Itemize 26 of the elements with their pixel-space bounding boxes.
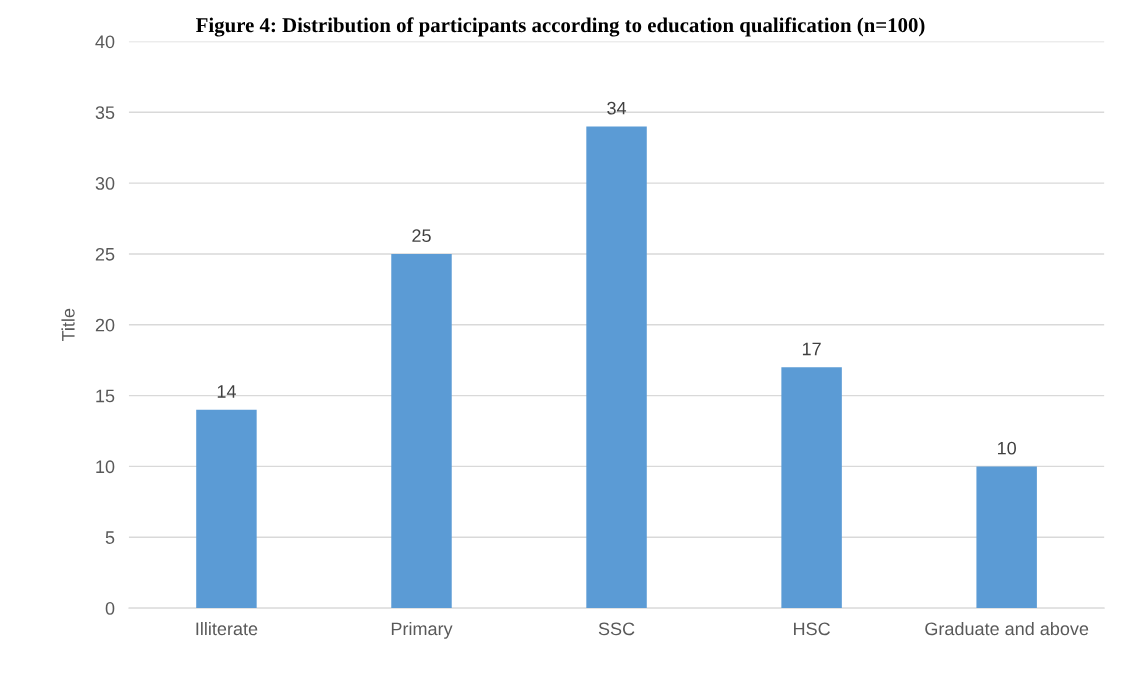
y-tick-label: 15 [96, 389, 115, 403]
bar [781, 367, 842, 609]
data-label: 10 [997, 441, 1016, 455]
bar [196, 409, 257, 609]
y-tick-label: 30 [95, 177, 115, 190]
data-label: 25 [412, 229, 431, 243]
x-tick-label: Primary [391, 621, 453, 639]
y-tick-label: 5 [105, 531, 115, 544]
y-tick-label: 20 [95, 318, 115, 332]
x-tick-label: HSC [794, 622, 830, 636]
y-tick-label: 0 [105, 602, 115, 615]
chart-title: Figure 4: Distribution of participants according to education qualification (n=100) [196, 17, 925, 37]
y-axis-title: Title [61, 308, 75, 342]
data-label: 14 [217, 385, 236, 398]
bar [586, 126, 647, 609]
bar [976, 466, 1037, 609]
x-tick-label: SSC [598, 622, 635, 636]
x-tick-label: Illiterate [196, 621, 258, 636]
x-tick-label: Graduate and above [925, 621, 1089, 636]
data-label: 34 [607, 101, 627, 115]
y-tick-label: 10 [96, 460, 115, 474]
data-label: 17 [802, 342, 821, 356]
y-tick-label: 35 [95, 106, 115, 120]
y-tick-label: 40 [95, 35, 115, 49]
bar [391, 253, 452, 609]
y-tick-label: 25 [95, 247, 115, 261]
